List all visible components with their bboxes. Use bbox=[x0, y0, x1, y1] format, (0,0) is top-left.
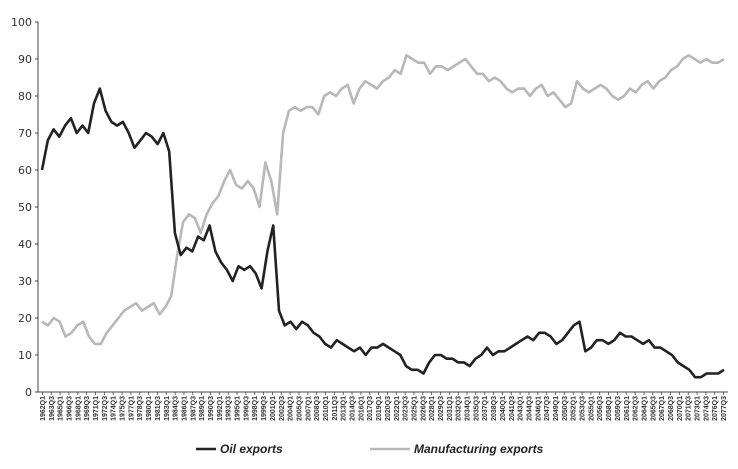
x-tick-label: 1998Q1 bbox=[252, 396, 259, 421]
x-tick-label: 2016Q1 bbox=[358, 396, 365, 421]
x-axis: 1962Q1 1963Q3 1965Q1 1966Q3 1968Q1 1969Q3 1971… bbox=[38, 391, 728, 421]
x-tick-label: 2007Q1 bbox=[305, 396, 312, 421]
x-tick-label: 1989Q1 bbox=[199, 396, 206, 421]
x-tick-label: 2058Q1 bbox=[606, 396, 613, 421]
x-tick-label: 1975Q3 bbox=[120, 396, 127, 421]
y-tick-label: 90 bbox=[18, 53, 32, 66]
x-tick-label: 2059Q3 bbox=[615, 396, 622, 421]
x-tick-label: 1980Q1 bbox=[146, 396, 153, 421]
x-tick-label: 2032Q3 bbox=[456, 396, 463, 421]
x-tick-label: 2008Q3 bbox=[314, 396, 321, 421]
y-tick-label: 40 bbox=[18, 238, 32, 251]
x-tick-label: 1971Q1 bbox=[93, 396, 100, 421]
x-tick-label: 2065Q3 bbox=[650, 396, 657, 421]
x-tick-label: 1987Q3 bbox=[190, 396, 197, 421]
x-tick-label: 2037Q1 bbox=[482, 396, 489, 421]
x-tick-label: 1996Q3 bbox=[243, 396, 250, 421]
x-tick-label: 2052Q1 bbox=[571, 396, 578, 421]
x-tick-label: 2056Q3 bbox=[597, 396, 604, 421]
x-tick-label: 2040Q1 bbox=[500, 396, 507, 421]
x-tick-label: 2022Q1 bbox=[394, 396, 401, 421]
x-tick-label: 2031Q1 bbox=[447, 396, 454, 421]
legend-label-oil-exports: Oil exports bbox=[220, 442, 283, 456]
x-tick-label: 1992Q1 bbox=[217, 396, 224, 421]
x-tick-label: 2010Q1 bbox=[323, 396, 330, 421]
x-tick-label: 2002Q3 bbox=[279, 396, 286, 421]
y-tick-label: 100 bbox=[11, 16, 32, 29]
x-tick-label: 2011Q3 bbox=[332, 396, 339, 421]
x-tick-label: 2023Q3 bbox=[403, 396, 410, 421]
x-tick-label: 2044Q3 bbox=[526, 396, 533, 421]
x-tick-label: 2014Q3 bbox=[350, 396, 357, 421]
x-tick-label: 1984Q3 bbox=[173, 396, 180, 421]
y-tick-label: 30 bbox=[18, 275, 32, 288]
x-tick-label: 1986Q1 bbox=[181, 396, 188, 421]
x-tick-label: 2020Q3 bbox=[385, 396, 392, 421]
x-tick-label: 2017Q3 bbox=[367, 396, 374, 421]
x-tick-label: 1963Q3 bbox=[49, 396, 56, 421]
legend: Oil exports Manufacturing exports bbox=[196, 442, 544, 456]
x-tick-label: 2064Q1 bbox=[641, 396, 648, 421]
x-tick-label: 2071Q3 bbox=[686, 396, 693, 421]
x-tick-label: 2050Q3 bbox=[562, 396, 569, 421]
x-tick-label: 2025Q1 bbox=[411, 396, 418, 421]
x-tick-label: 2046Q1 bbox=[535, 396, 542, 421]
series-line-oil-exports bbox=[40, 87, 725, 379]
y-tick-label: 80 bbox=[18, 90, 32, 103]
y-tick-label: 0 bbox=[25, 386, 32, 399]
x-tick-label: 1974Q1 bbox=[111, 396, 118, 421]
x-tick-label: 2034Q1 bbox=[465, 396, 472, 421]
x-tick-label: 1995Q1 bbox=[235, 396, 242, 421]
x-tick-label: 1962Q1 bbox=[40, 396, 47, 421]
x-tick-label: 2029Q3 bbox=[438, 396, 445, 421]
y-tick-label: 60 bbox=[18, 164, 32, 177]
x-tick-label: 2013Q1 bbox=[341, 396, 348, 421]
x-tick-label: 1966Q3 bbox=[66, 396, 73, 421]
x-tick-label: 1993Q3 bbox=[226, 396, 233, 421]
x-tick-label: 2026Q3 bbox=[420, 396, 427, 421]
x-tick-label: 2041Q3 bbox=[509, 396, 516, 421]
x-tick-label: 2074Q3 bbox=[703, 396, 710, 421]
x-tick-label: 2055Q1 bbox=[588, 396, 595, 421]
x-tick-label: 1977Q1 bbox=[128, 396, 135, 421]
x-tick-label: 2062Q3 bbox=[633, 396, 640, 421]
x-tick-label: 1983Q1 bbox=[164, 396, 171, 421]
x-tick-label: 2047Q3 bbox=[544, 396, 551, 421]
x-tick-label: 2005Q3 bbox=[296, 396, 303, 421]
x-tick-label: 2077Q3 bbox=[721, 396, 728, 421]
legend-label-manufacturing-exports: Manufacturing exports bbox=[414, 442, 544, 456]
x-tick-label: 1965Q1 bbox=[58, 396, 65, 421]
x-tick-label: 2043Q1 bbox=[518, 396, 525, 421]
x-tick-label: 1990Q3 bbox=[208, 396, 215, 421]
x-tick-label: 2001Q1 bbox=[270, 396, 277, 421]
x-tick-label: 2035Q3 bbox=[473, 396, 480, 421]
x-tick-label: 2061Q1 bbox=[624, 396, 631, 421]
x-tick-label: 1999Q3 bbox=[261, 396, 268, 421]
x-tick-label: 2067Q1 bbox=[659, 396, 666, 421]
y-tick-label: 70 bbox=[18, 127, 32, 140]
x-tick-label: 1969Q3 bbox=[84, 396, 91, 421]
y-tick-label: 20 bbox=[18, 312, 32, 325]
x-tick-label: 1972Q3 bbox=[102, 396, 109, 421]
series-layer bbox=[40, 53, 725, 379]
x-tick-label: 2073Q1 bbox=[695, 396, 702, 421]
x-tick-label: 2068Q3 bbox=[668, 396, 675, 421]
x-tick-label: 2004Q1 bbox=[288, 396, 295, 421]
x-tick-label: 1978Q3 bbox=[137, 396, 144, 421]
series-line-manufacturing-exports bbox=[41, 53, 725, 346]
x-tick-label: 2070Q1 bbox=[677, 396, 684, 421]
x-tick-label: 2028Q1 bbox=[429, 396, 436, 421]
x-tick-label: 1981Q3 bbox=[155, 396, 162, 421]
x-tick-label: 2053Q3 bbox=[580, 396, 587, 421]
y-tick-label: 10 bbox=[18, 349, 32, 362]
y-tick-label: 50 bbox=[18, 201, 32, 214]
x-tick-label: 2049Q1 bbox=[553, 396, 560, 421]
x-tick-label: 2076Q1 bbox=[712, 396, 719, 421]
y-axis: 0 10 20 30 40 50 60 70 80 90 100 bbox=[11, 16, 39, 399]
x-tick-label: 2038Q3 bbox=[491, 396, 498, 421]
x-tick-label: 1968Q1 bbox=[75, 396, 82, 421]
x-tick-label: 2019Q1 bbox=[376, 396, 383, 421]
